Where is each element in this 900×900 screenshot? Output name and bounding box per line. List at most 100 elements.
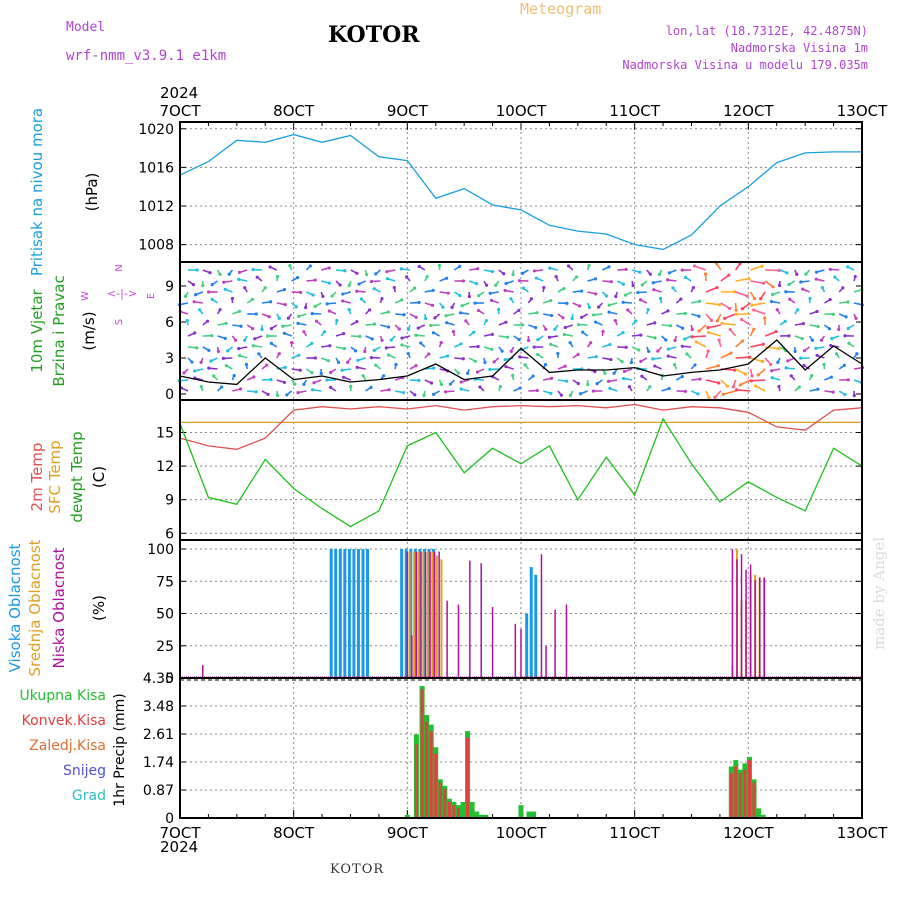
wind-barb-head — [549, 298, 553, 303]
wind-barb-head — [614, 294, 618, 299]
wind-barb-head — [358, 334, 362, 338]
cloud-bar — [366, 549, 370, 678]
x-tick-label-top: 13OCT — [837, 102, 888, 120]
wind-barb-head — [770, 376, 774, 380]
pressure-unit-label: (hPa) — [83, 173, 101, 212]
wind-barb-head — [595, 382, 599, 386]
wind-barb-head — [609, 357, 613, 362]
precip-bar — [729, 772, 733, 818]
x-tick-label-top: 10OCT — [496, 102, 547, 120]
wind-barb-head — [472, 330, 476, 334]
wind-barb-head — [608, 342, 612, 347]
wind-barb-head — [269, 341, 273, 346]
wind-barb — [750, 357, 763, 363]
wind-barb-head — [760, 264, 764, 268]
wind-barb-head — [526, 338, 531, 343]
wind-barb-head — [406, 351, 410, 356]
wind-barb-head — [523, 363, 527, 367]
wind-barb-head — [679, 297, 683, 301]
wind-barb-head — [691, 286, 695, 290]
high-cloud-ylabel: Visoka Oblacnost — [6, 543, 24, 672]
y-tick-label: 3.48 — [143, 699, 174, 715]
wind-barb-head — [268, 265, 272, 269]
dewpoint-ylabel: dewpt Temp — [68, 431, 86, 522]
model-name: wrf-nmm_v3.9.1 e1km — [66, 48, 227, 64]
wind-barb-head — [282, 331, 287, 335]
wind-barb-head — [474, 282, 479, 286]
precip-bar — [474, 811, 480, 818]
wind-barb-head — [288, 263, 292, 268]
low-cloud-ylabel: Niska Oblacnost — [50, 547, 68, 668]
wind-barb-head — [577, 323, 581, 327]
wind-barb-head — [591, 313, 596, 317]
wind-barb-head — [210, 282, 214, 287]
wind-barb-head — [831, 390, 835, 394]
wind-barb-head — [777, 384, 781, 389]
wind-barb-head — [386, 353, 391, 357]
wind-barb-head — [716, 364, 720, 368]
wind-barb-head — [831, 312, 835, 316]
wind-barb-head — [511, 272, 515, 277]
wind-barb-head — [424, 316, 428, 321]
wind-barb-head — [446, 354, 450, 358]
wind-barb-head — [777, 283, 782, 288]
wind-barb-head — [721, 392, 725, 396]
wind-barb-head — [237, 354, 242, 358]
wind-barb-head — [251, 268, 255, 272]
wind-barb-head — [771, 285, 775, 289]
wind-barb-head — [626, 308, 630, 312]
y-tick-label: 1012 — [138, 199, 174, 215]
wind-barb-head — [509, 349, 513, 353]
wind-barb-head — [427, 352, 431, 356]
wind-barb-head — [690, 327, 694, 332]
wind-barb-head — [277, 316, 281, 320]
wind-barb-head — [503, 358, 507, 362]
cloud-bar — [404, 549, 408, 678]
wind-barb-head — [637, 348, 641, 352]
precip-bar — [531, 811, 537, 818]
y-tick-label: 9 — [165, 279, 174, 295]
wind-barb-head — [575, 275, 579, 279]
wind-barb-head — [734, 312, 739, 316]
wind-barb-head — [197, 308, 202, 312]
x-tick-label-bottom: 8OCT — [273, 824, 315, 842]
wind-barb-head — [634, 319, 638, 323]
cloud-bar — [736, 559, 738, 678]
model-elevation-label: Nadmorska Visina u modelu 179.035m — [622, 58, 868, 72]
wind-barb-head — [458, 311, 463, 315]
wind-barb — [735, 291, 748, 297]
wind-barb-head — [185, 318, 189, 323]
wind-barb-head — [666, 278, 670, 282]
wind-barb-head — [431, 331, 436, 335]
precip-bar — [447, 801, 451, 818]
wind-barb-head — [459, 342, 463, 346]
wind-barb-head — [433, 316, 437, 320]
cloud-bar — [433, 551, 436, 678]
wind-barb-head — [285, 393, 289, 397]
wind-barb-head — [734, 308, 738, 312]
wind-barb-head — [593, 370, 597, 374]
wind-barb-head — [723, 316, 727, 321]
wind-barb-head — [549, 342, 553, 346]
wind-barb-head — [502, 272, 506, 276]
wind-barb-head — [828, 297, 832, 302]
cloud-bar — [545, 645, 547, 678]
wind-barb — [750, 343, 764, 348]
wind-barb-head — [263, 286, 267, 290]
wind-barb-head — [490, 269, 495, 274]
wind-barb-head — [554, 274, 558, 279]
wind-barb-head — [738, 383, 742, 387]
wind-barb-head — [785, 271, 789, 275]
precip-bar — [752, 782, 756, 818]
wind-barb-head — [488, 367, 492, 372]
y-tick-label: 1008 — [138, 238, 174, 254]
wind-barb-head — [846, 378, 850, 382]
wind-barb-head — [326, 359, 330, 363]
wind-barb-head — [210, 334, 214, 338]
wind-barb-head — [653, 364, 657, 368]
precip-bar — [747, 760, 751, 818]
wind-barb-head — [715, 285, 719, 290]
wind-barb-head — [717, 303, 722, 307]
wind-barb-head — [386, 325, 391, 329]
wind-barb-head — [697, 314, 701, 318]
